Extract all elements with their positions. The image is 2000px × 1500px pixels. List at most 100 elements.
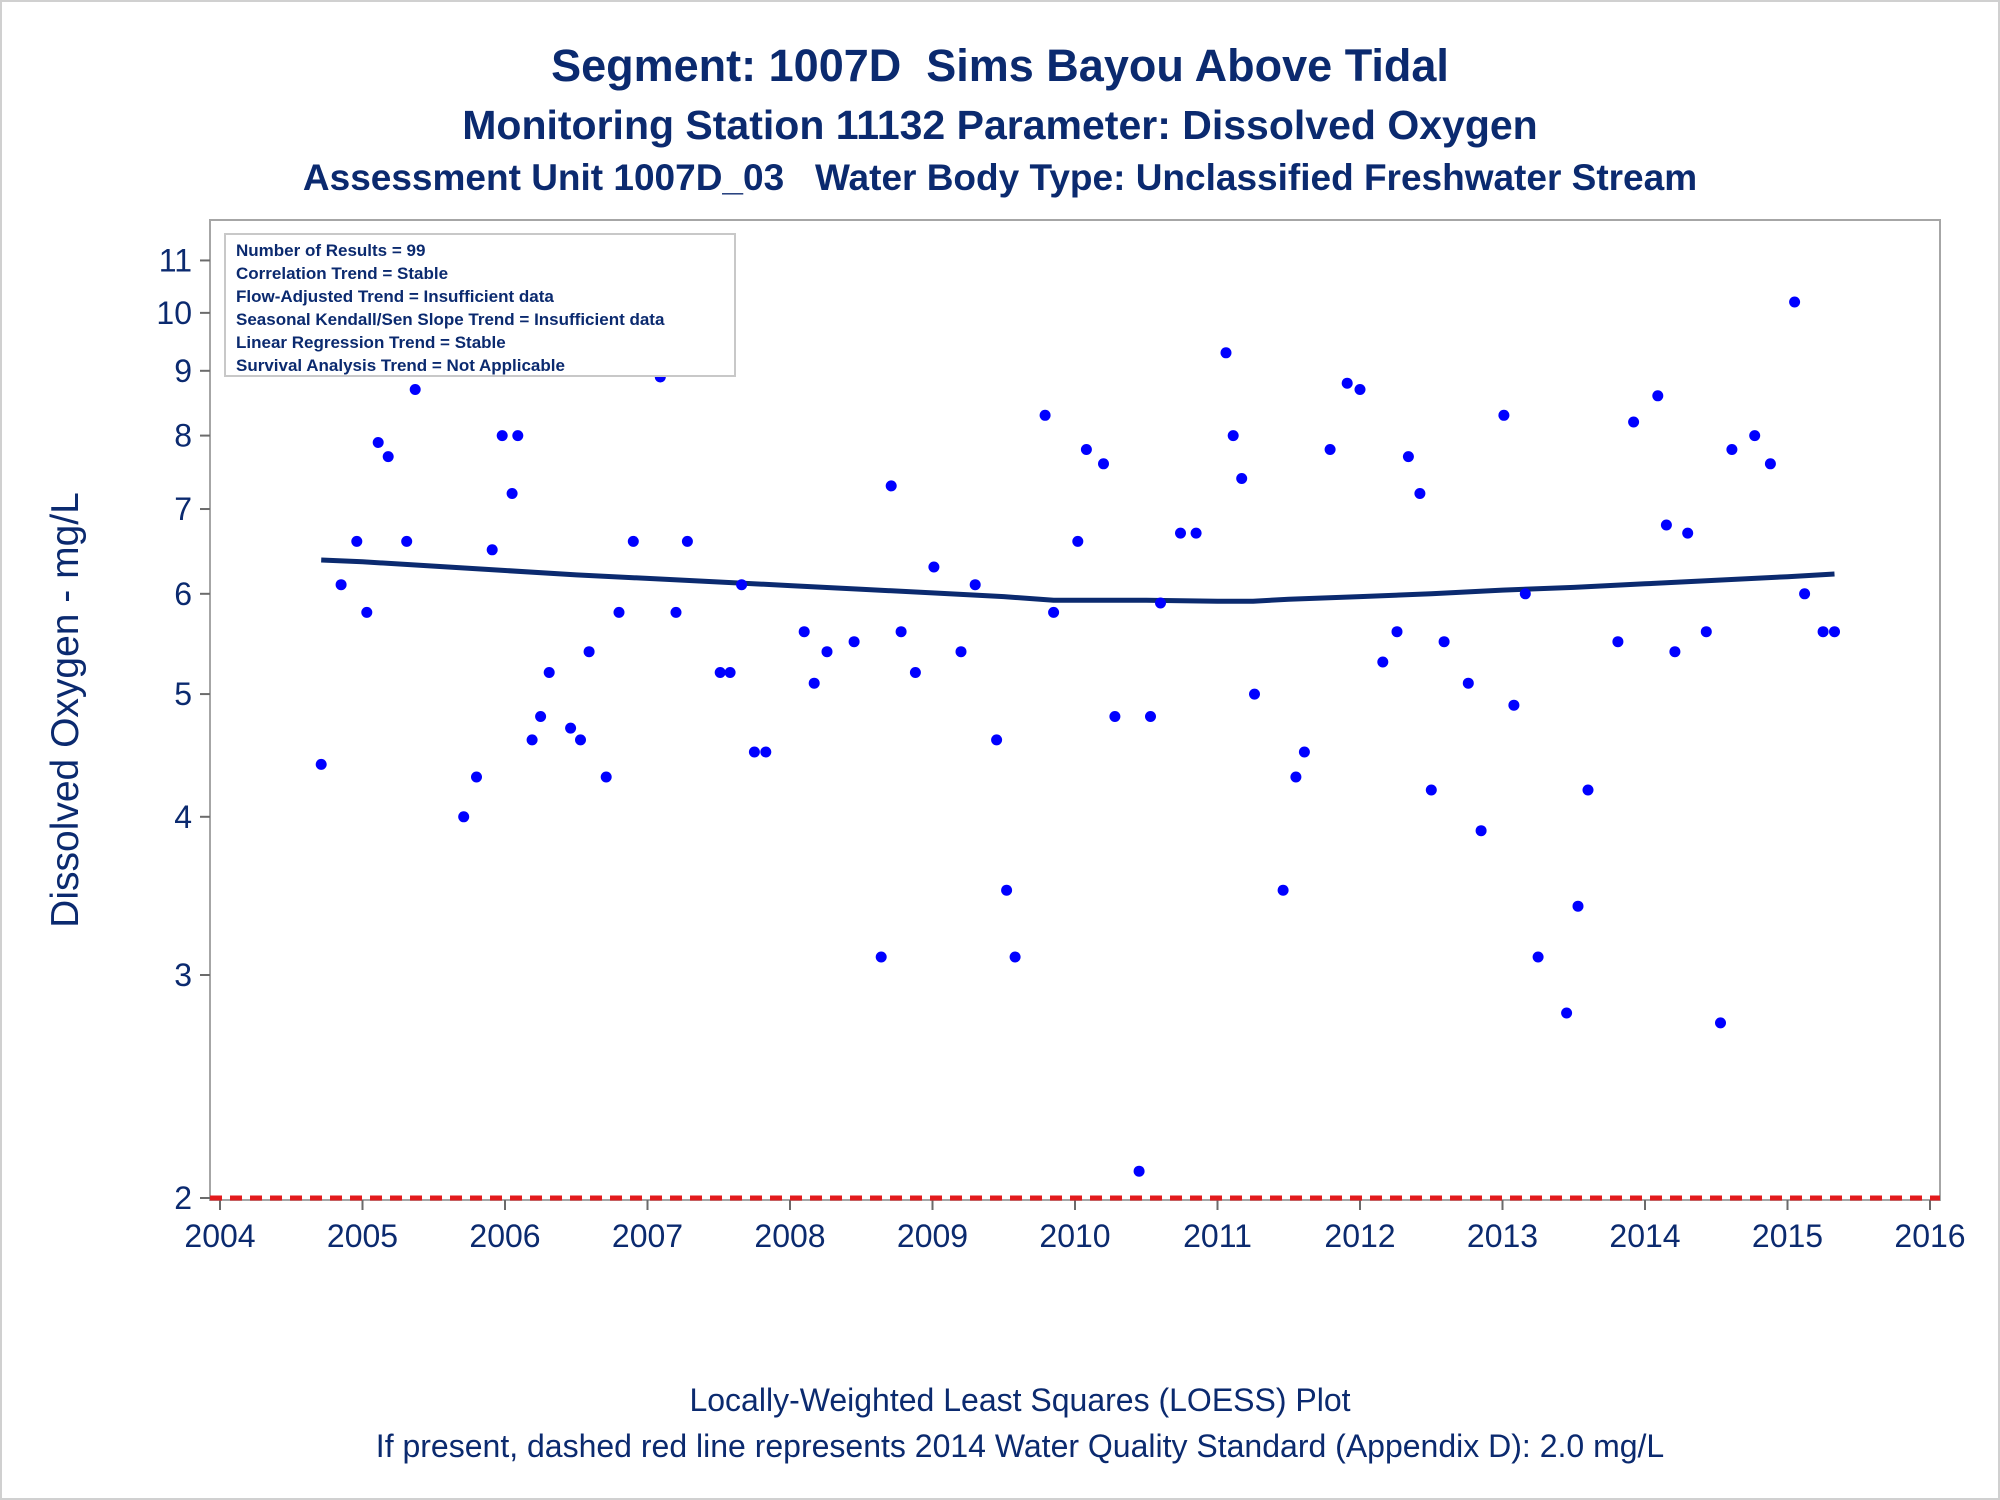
data-point — [1298, 746, 1310, 758]
info-survival-analysis-trend: Survival Analysis Trend = Not Applicable — [236, 356, 565, 375]
data-point — [1155, 597, 1166, 609]
data-point — [955, 646, 967, 658]
data-point — [409, 384, 421, 395]
chart-subtitle-assessment: Assessment Unit 1007D_03 Water Body Type… — [302, 157, 1698, 198]
data-point — [1749, 430, 1761, 442]
x-axis: 2004 2005 2006 2007 2008 2009 2010 2011 2012 2013… — [184, 1200, 1966, 1254]
data-point — [613, 606, 625, 618]
data-point — [1764, 458, 1776, 470]
data-point — [808, 677, 820, 689]
data-point — [1715, 1017, 1726, 1029]
data-point — [382, 451, 394, 463]
data-point — [1582, 784, 1594, 796]
data-point — [1475, 825, 1487, 837]
data-point — [909, 667, 921, 678]
data-point — [1324, 444, 1336, 455]
data-point — [583, 646, 595, 658]
data-point — [372, 437, 384, 448]
data-point — [361, 606, 373, 618]
data-point — [1341, 377, 1353, 389]
data-point — [714, 667, 726, 678]
data-point — [969, 579, 981, 591]
data-point — [1277, 884, 1289, 896]
data-point — [1133, 1165, 1145, 1177]
data-point — [885, 480, 897, 492]
data-point — [1236, 473, 1248, 484]
data-point — [512, 430, 524, 442]
data-point — [1700, 626, 1712, 638]
data-point — [748, 746, 760, 758]
data-point — [1220, 347, 1232, 359]
data-point — [1039, 409, 1051, 421]
data-point — [1669, 646, 1681, 658]
data-point — [627, 535, 639, 547]
data-point — [848, 636, 860, 648]
y-tick-label-4: 4 — [174, 799, 192, 835]
data-point — [875, 951, 887, 963]
data-point — [928, 561, 940, 573]
data-point — [1572, 900, 1584, 912]
info-linear-regression-trend: Linear Regression Trend = Stable — [236, 333, 506, 352]
data-point — [351, 535, 363, 547]
footnote-standard: If present, dashed red line represents 2… — [375, 1428, 1665, 1464]
y-axis-title: Dissolved Oxygen - mg/L — [44, 492, 87, 928]
data-point — [1519, 588, 1531, 600]
data-point — [471, 771, 482, 783]
data-point — [991, 734, 1003, 746]
x-tick-label-2008: 2008 — [754, 1218, 825, 1254]
data-point — [1145, 711, 1156, 722]
data-point — [1508, 699, 1520, 711]
data-point — [724, 667, 736, 678]
data-point — [600, 771, 612, 783]
info-flow-adjusted-trend: Flow-Adjusted Trend = Insufficient data — [236, 287, 554, 306]
y-tick-label-6: 6 — [174, 576, 192, 612]
data-point — [1612, 636, 1624, 648]
info-seasonal-kendall-trend: Seasonal Kendall/Sen Slope Trend = Insuf… — [236, 310, 665, 329]
x-tick-label-2005: 2005 — [327, 1218, 398, 1254]
data-point — [1660, 519, 1672, 531]
data-point — [575, 734, 586, 746]
x-tick-label-2013: 2013 — [1467, 1218, 1538, 1254]
footnote-loess: Locally-Weighted Least Squares (LOESS) P… — [689, 1382, 1351, 1418]
data-point — [1462, 677, 1474, 689]
data-point — [335, 579, 347, 591]
data-point — [496, 430, 508, 442]
data-point — [1098, 458, 1109, 470]
data-point — [1072, 535, 1084, 547]
data-point — [1354, 384, 1366, 395]
data-point — [506, 488, 518, 499]
data-point — [681, 535, 693, 547]
data-point — [458, 811, 470, 823]
y-axis: 2 3 4 5 6 7 8 9 10 11 — [156, 242, 210, 1216]
data-point — [1817, 626, 1829, 638]
x-tick-label-2014: 2014 — [1609, 1218, 1680, 1254]
loess-layer — [321, 557, 1835, 604]
data-point — [760, 746, 772, 758]
x-tick-label-2016: 2016 — [1894, 1218, 1965, 1254]
y-tick-label-2: 2 — [174, 1180, 192, 1216]
info-box-border — [224, 233, 736, 377]
data-point — [543, 667, 555, 678]
data-point — [1799, 588, 1811, 600]
data-point — [1682, 527, 1694, 539]
x-tick-label-2007: 2007 — [612, 1218, 683, 1254]
y-tick-label-10: 10 — [156, 295, 192, 331]
data-point — [401, 535, 413, 547]
data-point — [1402, 451, 1414, 463]
y-tick-label-3: 3 — [174, 957, 192, 993]
data-point — [1190, 527, 1202, 539]
data-point — [1726, 444, 1738, 455]
chart-title: Segment: 1007D Sims Bayou Above Tidal — [551, 40, 1449, 91]
data-point — [1377, 656, 1389, 668]
data-point — [1652, 390, 1664, 402]
data-point — [1414, 488, 1426, 499]
x-tick-label-2004: 2004 — [184, 1218, 255, 1254]
x-tick-label-2012: 2012 — [1324, 1218, 1395, 1254]
info-box: Number of Results = 99 Correlation Trend… — [224, 233, 736, 377]
chart-subtitle-station: Monitoring Station 11132 Parameter: Diss… — [462, 102, 1538, 148]
y-tick-label-8: 8 — [174, 418, 192, 454]
data-point — [895, 626, 907, 638]
data-point — [486, 544, 498, 556]
data-point — [670, 606, 682, 618]
